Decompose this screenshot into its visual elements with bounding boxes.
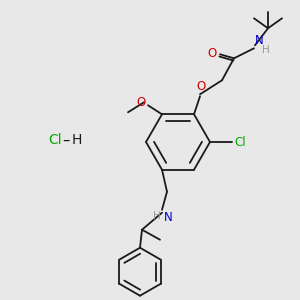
Text: H: H <box>72 133 83 147</box>
Text: O: O <box>196 80 206 93</box>
Text: Cl: Cl <box>234 136 246 148</box>
Text: O: O <box>208 47 217 60</box>
Text: H: H <box>153 211 161 221</box>
Text: O: O <box>137 96 146 109</box>
Text: –: – <box>62 133 69 148</box>
Text: Cl: Cl <box>48 133 61 147</box>
Text: N: N <box>255 34 264 47</box>
Text: H: H <box>262 45 270 55</box>
Text: N: N <box>164 211 173 224</box>
